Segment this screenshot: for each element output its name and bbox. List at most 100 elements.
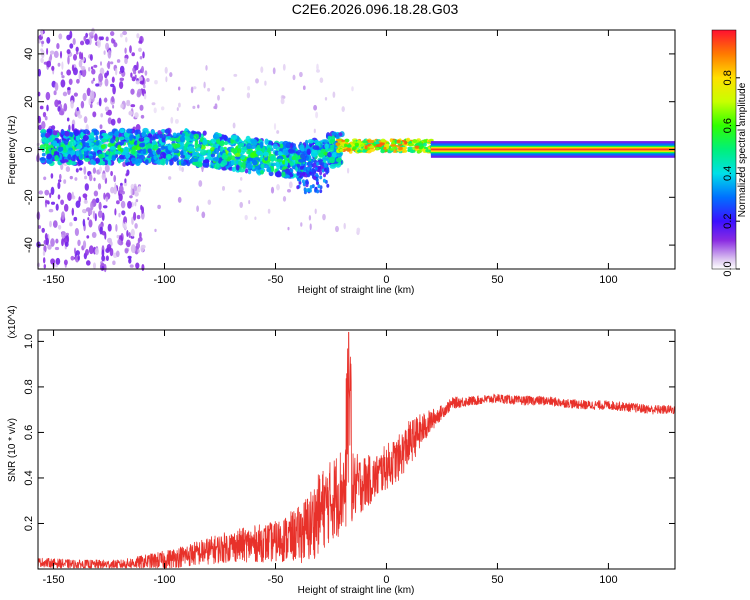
spectrogram-cell [119, 65, 125, 74]
spectrogram-cell [60, 199, 64, 205]
spectrogram-cell [92, 262, 97, 270]
colorbar-tick-label: 0.4 [722, 166, 734, 181]
spectrogram-cell [82, 208, 86, 213]
spectrogram-cell [298, 177, 302, 182]
spectrogram-cell [101, 265, 105, 271]
spectrogram-cell [314, 166, 318, 171]
spectrogram-cell [341, 106, 345, 113]
spectrogram-cell [238, 189, 242, 193]
spectrogram-cell [126, 101, 131, 107]
spectrogram-cell [299, 144, 305, 151]
spectrogram-cell [344, 143, 348, 148]
spectrogram-cell [296, 171, 300, 176]
spectrogram-cell [110, 83, 115, 88]
spectrogram-cell [165, 154, 172, 159]
spectrogram-cell [56, 43, 60, 50]
spectrogram-cell [336, 149, 340, 153]
spectrogram-cell [119, 155, 125, 160]
spectrogram-cell [41, 152, 46, 157]
spectrogram-cell [38, 190, 44, 195]
spectrogram-cell [301, 179, 305, 184]
spectrogram-cell [83, 35, 87, 42]
spectrogram-cell [44, 116, 48, 121]
spectrogram-cell [261, 145, 266, 152]
spectrogram-cell [313, 176, 317, 181]
spectrogram-cell [308, 214, 312, 221]
snr-y-multiplier: (x10^4) [7, 305, 18, 338]
spectrogram-cell [105, 255, 109, 262]
spectrogram-cell [153, 155, 157, 160]
spectrogram-cell [119, 33, 123, 38]
spectrogram-cell [425, 149, 431, 153]
spectrogram-cell [151, 102, 156, 106]
y-tick-label: -20 [23, 189, 35, 205]
spectrogram-cell [316, 63, 319, 71]
spectrogram-cell [319, 77, 324, 84]
spectrogram-cell [298, 158, 306, 163]
spectrogram-cell [369, 148, 376, 152]
spectrogram-panel: -150 -100 -50 0 50 100 -40 -20 0 20 40 Height of … [7, 27, 676, 296]
spectrogram-cell [131, 148, 136, 155]
spectrogram-cell [95, 135, 99, 141]
spectrogram-cell [127, 200, 132, 209]
spectrogram-cell [259, 170, 265, 175]
spectrogram-cell [126, 230, 129, 237]
spectrogram-cell [331, 152, 338, 158]
spectrogram-cell [354, 142, 360, 147]
spectrogram-cell [128, 232, 131, 238]
spectrogram-cell [40, 48, 44, 52]
spectrogram-cell [37, 68, 42, 77]
spectrogram-cell [160, 145, 166, 151]
spectrogram-cell [164, 128, 171, 134]
spectrogram-cell [232, 122, 236, 129]
spectrogram-cell [352, 146, 357, 151]
spectrogram-cell [101, 160, 106, 166]
spectrogram-cell [239, 176, 243, 181]
colorbar-tick-label: 0.6 [722, 118, 734, 133]
spectrogram-cell [104, 106, 110, 112]
spectrogram-cell [189, 133, 195, 140]
spectrogram-cell [125, 173, 128, 177]
spectrogram-cell [324, 143, 329, 149]
chart-title: C2E6.2026.096.18.28.G03 [292, 1, 459, 17]
spectrogram-cell [210, 138, 217, 144]
spectrogram-cell [199, 149, 207, 156]
spectrogram-cell [181, 166, 185, 173]
spectrogram-cell [346, 167, 350, 174]
spectrogram-cell [136, 214, 141, 220]
spectrogram-cell [100, 36, 104, 41]
spectrogram-cell [62, 159, 69, 163]
spectrogram-cell [61, 211, 65, 220]
spectrogram-cell [356, 227, 361, 234]
spectrogram-cell [210, 146, 215, 152]
snr-x-label: Height of straight line (km) [298, 585, 415, 596]
spectrogram-cell [112, 260, 116, 266]
spectrogram-cell [103, 192, 106, 200]
spectrogram-cell [44, 139, 50, 144]
spectrogram-cell [135, 80, 140, 85]
x-tick-label: -100 [153, 574, 175, 586]
spectrogram-cell [302, 85, 306, 91]
spectrogram-cell [217, 94, 220, 101]
spectrogram-cell [107, 49, 112, 59]
spectrogram-cell [71, 64, 75, 72]
spectrogram-cell [306, 188, 309, 193]
snr-panel: -150 -100 -50 0 50 100 0.2 0.4 0.6 0.8 1.0 Height… [7, 305, 676, 596]
spectrogram-cell [120, 103, 124, 109]
spectrogram-cell [264, 80, 267, 86]
spectrogram-cell [49, 192, 52, 199]
spectrogram-cell [85, 248, 89, 256]
spectrogram-cell [82, 240, 87, 249]
spectrogram-cell [38, 124, 42, 131]
spectrogram-cell [267, 147, 271, 153]
snr-x-ticks: -150 -100 -50 0 50 100 [43, 330, 618, 586]
spectrogram-cell [185, 141, 189, 147]
spectrogram-cell [195, 147, 202, 152]
spectrogram-cell [114, 182, 117, 192]
spectrogram-cell [246, 92, 251, 99]
spectrogram-cell [86, 235, 90, 239]
spectrogram-cell [131, 52, 135, 57]
spectrogram-cell [140, 244, 145, 253]
spectrogram-cell [113, 42, 118, 48]
spectrogram-cell [91, 80, 94, 84]
